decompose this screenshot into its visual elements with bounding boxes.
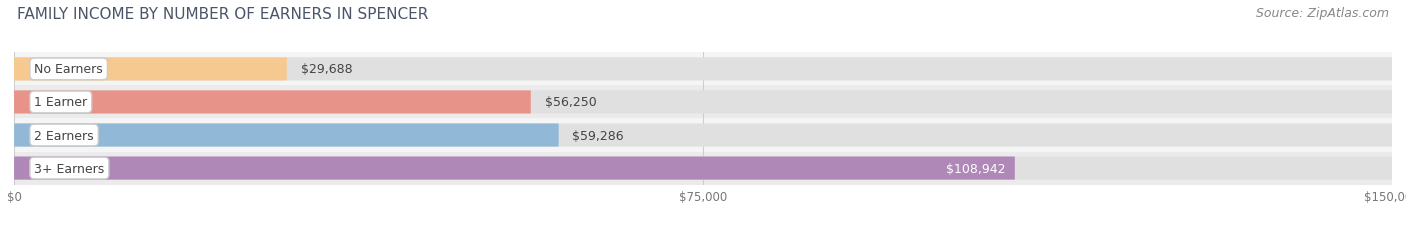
FancyBboxPatch shape <box>14 86 1392 119</box>
FancyBboxPatch shape <box>14 124 558 147</box>
FancyBboxPatch shape <box>14 91 1392 114</box>
Text: Source: ZipAtlas.com: Source: ZipAtlas.com <box>1256 7 1389 20</box>
Text: 3+ Earners: 3+ Earners <box>34 162 104 175</box>
FancyBboxPatch shape <box>14 157 1392 180</box>
FancyBboxPatch shape <box>14 58 1392 81</box>
Text: $29,688: $29,688 <box>301 63 352 76</box>
FancyBboxPatch shape <box>14 53 1392 86</box>
FancyBboxPatch shape <box>14 152 1392 185</box>
FancyBboxPatch shape <box>14 157 1015 180</box>
Text: FAMILY INCOME BY NUMBER OF EARNERS IN SPENCER: FAMILY INCOME BY NUMBER OF EARNERS IN SP… <box>17 7 429 22</box>
FancyBboxPatch shape <box>14 119 1392 152</box>
Text: 2 Earners: 2 Earners <box>34 129 94 142</box>
Text: 1 Earner: 1 Earner <box>34 96 87 109</box>
Text: $59,286: $59,286 <box>572 129 624 142</box>
FancyBboxPatch shape <box>14 124 1392 147</box>
Text: $56,250: $56,250 <box>544 96 596 109</box>
FancyBboxPatch shape <box>14 91 531 114</box>
FancyBboxPatch shape <box>14 58 287 81</box>
Text: No Earners: No Earners <box>34 63 103 76</box>
Text: $108,942: $108,942 <box>946 162 1005 175</box>
